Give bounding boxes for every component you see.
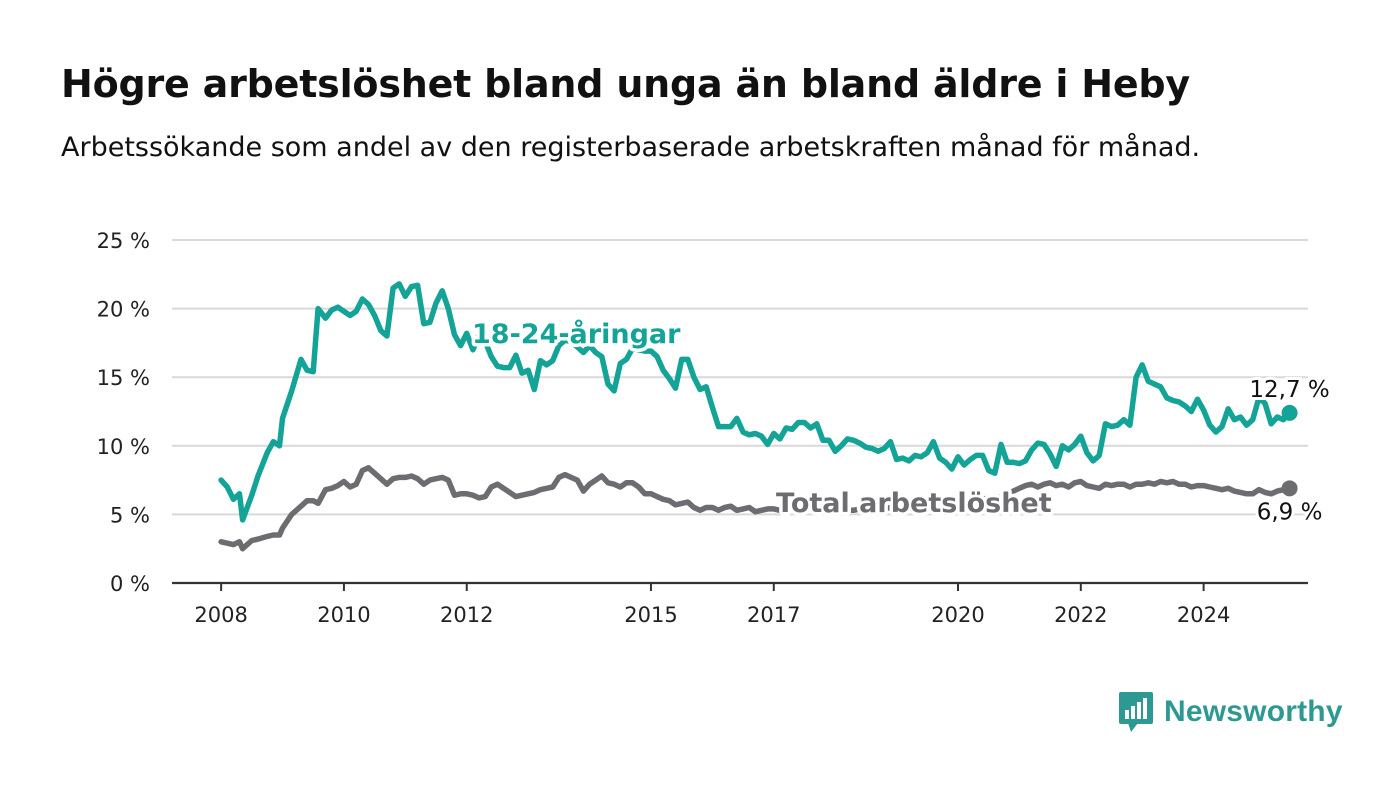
chart-subtitle: Arbetssökande som andel av den registerb… <box>61 132 1201 163</box>
y-tick-label: 10 % <box>97 435 150 459</box>
end-label-total: 6,9 % <box>1257 499 1323 525</box>
series-label-total: Total arbetslöshet <box>776 488 1052 519</box>
y-tick-label: 0 % <box>110 572 150 596</box>
chart-title: Högre arbetslöshet bland unga än bland ä… <box>61 62 1190 106</box>
y-tick-label: 15 % <box>97 366 150 390</box>
y-tick-label: 20 % <box>97 298 150 322</box>
x-tick-label: 2022 <box>1054 603 1107 627</box>
x-tick-label: 2010 <box>317 603 370 627</box>
bar-chart-speech-bubble-icon <box>1119 692 1153 732</box>
newsworthy-logo: Newsworthy <box>1118 690 1343 734</box>
series-end-point-youth <box>1281 404 1298 421</box>
series-end-point-total <box>1281 480 1298 497</box>
x-tick-label: 2015 <box>624 603 677 627</box>
brand-name: Newsworthy <box>1164 695 1343 728</box>
x-tick-label: 2024 <box>1177 603 1230 627</box>
y-tick-label: 25 % <box>97 229 150 253</box>
x-tick-label: 2017 <box>747 603 800 627</box>
grid <box>172 239 1308 585</box>
x-tick-label: 2008 <box>194 603 247 627</box>
series-line-youth <box>218 281 1293 523</box>
series-layer <box>218 281 1298 552</box>
series-labels: 18-24-åringar Total arbetslöshet 12,7 % 6,9… <box>469 315 1333 529</box>
end-label-youth: 12,7 % <box>1249 377 1329 403</box>
y-tick-label: 5 % <box>110 503 150 527</box>
series-line-total <box>218 465 1293 552</box>
series-label-youth: 18-24-åringar <box>472 318 681 350</box>
x-tick-label: 2012 <box>440 603 493 627</box>
x-axis-ticks: 2008 2010 2012 2015 2017 2020 2022 2024 <box>194 583 1230 627</box>
y-axis-ticks: 0 % 5 % 10 % 15 % 20 % 25 % <box>97 229 150 596</box>
x-tick-label: 2020 <box>931 603 984 627</box>
